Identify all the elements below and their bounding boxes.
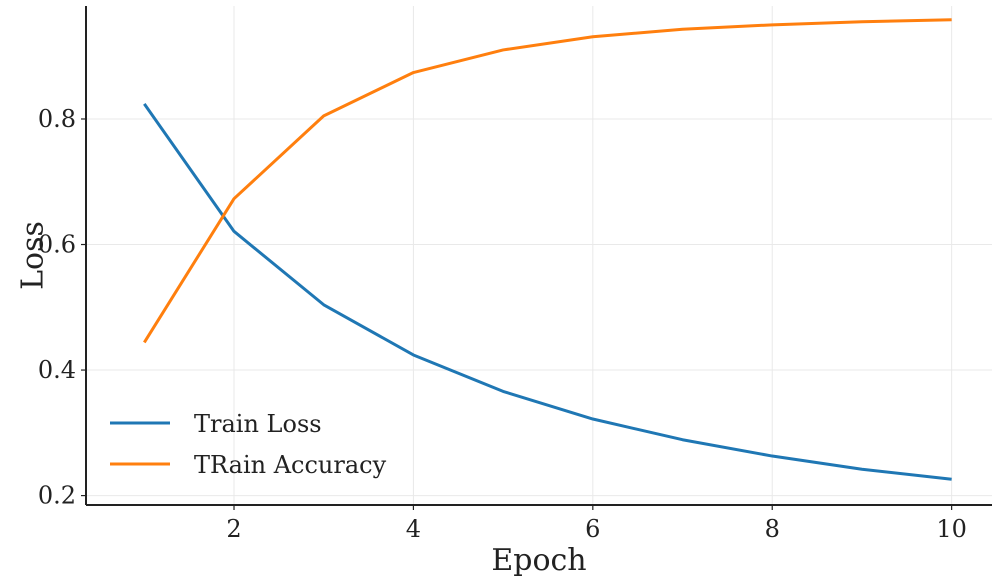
x-axis-ticks: 2 4 6 8 10 [226, 505, 967, 543]
y-axis-ticks: 0.2 0.4 0.6 0.8 [38, 105, 86, 510]
x-tick-label-1: 4 [406, 515, 421, 543]
y-tick-label-0: 0.2 [38, 482, 76, 510]
y-tick-label-2: 0.6 [38, 231, 76, 259]
series-lines [143, 18, 952, 481]
x-tick-label-3: 8 [765, 515, 780, 543]
y-tick-label-3: 0.8 [38, 105, 76, 133]
y-tick-label-1: 0.4 [38, 356, 76, 384]
x-axis-title: Epoch [491, 543, 586, 578]
series-line-0 [143, 103, 952, 481]
x-tick-label-4: 10 [936, 515, 967, 543]
series-line-1 [143, 18, 952, 344]
y-axis-title: Loss [16, 221, 51, 290]
grid [86, 6, 992, 505]
axes [85, 6, 992, 506]
legend: Train Loss TRain Accuracy [110, 410, 387, 479]
legend-label-0: Train Loss [194, 410, 322, 438]
legend-label-1: TRain Accuracy [194, 451, 387, 479]
x-tick-label-0: 2 [226, 515, 241, 543]
x-tick-label-2: 6 [585, 515, 600, 543]
